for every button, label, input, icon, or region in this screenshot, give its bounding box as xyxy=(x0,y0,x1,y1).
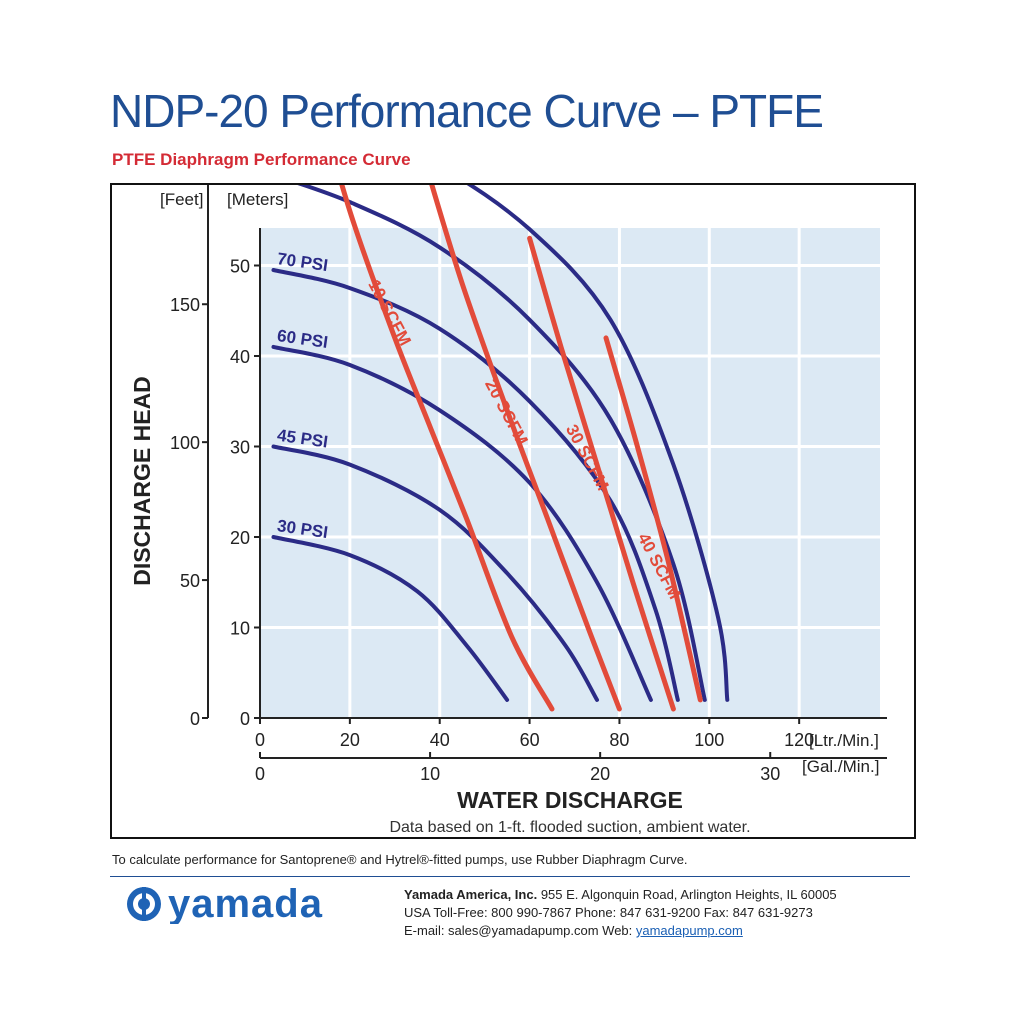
pressure-curve-30-psi xyxy=(271,535,510,702)
x-tick-label-gpm: 30 xyxy=(760,764,780,784)
yamada-logo: yamada xyxy=(127,884,323,924)
company-address: 955 E. Algonquin Road, Arlington Heights… xyxy=(537,887,837,902)
x-tick-label-lpm: 40 xyxy=(430,730,450,750)
x-axis-title: WATER DISCHARGE xyxy=(457,787,683,813)
pressure-curve-70-psi xyxy=(271,268,680,702)
page-title: NDP-20 Performance Curve – PTFE xyxy=(110,85,824,137)
y-tick-label-meters: 10 xyxy=(230,619,250,639)
y-tick-label-meters: 30 xyxy=(230,438,250,458)
performance-chart: 050100150200250300[Feet]0102030405060708… xyxy=(129,185,887,836)
y-tick-label-feet: 150 xyxy=(170,295,200,315)
air-curve-20-scfm xyxy=(429,185,622,712)
company-name: Yamada America, Inc. xyxy=(404,887,538,902)
contact-phones: USA Toll-Free: 800 990-7867 Phone: 847 6… xyxy=(404,905,813,920)
pressure-curve-85-psi xyxy=(297,185,707,702)
plot-area xyxy=(260,228,880,718)
x-tick-label-lpm: 60 xyxy=(520,730,540,750)
chart-footnote: Data based on 1-ft. flooded suction, amb… xyxy=(389,819,750,836)
y-unit-feet: [Feet] xyxy=(160,190,203,209)
page-subtitle: PTFE Diaphragm Performance Curve xyxy=(112,150,411,169)
contact-line-3: E-mail: sales@yamadapump.com Web: yamada… xyxy=(404,922,837,940)
x-tick-label-lpm: 100 xyxy=(694,730,724,750)
chart-frame: 050100150200250300[Feet]0102030405060708… xyxy=(110,183,916,839)
y-unit-meters: [Meters] xyxy=(227,190,288,209)
x-tick-label-gpm: 0 xyxy=(255,764,265,784)
contact-line-1: Yamada America, Inc. 955 E. Algonquin Ro… xyxy=(404,886,837,904)
air-curve-30-scfm xyxy=(527,235,676,712)
pressure-curve-60-psi xyxy=(271,344,653,702)
y-tick-label-feet: 0 xyxy=(190,709,200,729)
x-tick-label-lpm: 20 xyxy=(340,730,360,750)
contact-email: E-mail: sales@yamadapump.com Web: xyxy=(404,923,636,938)
yamada-logo-icon xyxy=(127,887,161,921)
air-curve-40-scfm xyxy=(603,335,703,703)
y-tick-label-feet: 50 xyxy=(180,571,200,591)
y-axis-title: DISCHARGE HEAD xyxy=(129,376,155,586)
y-tick-label-meters: 40 xyxy=(230,347,250,367)
x-tick-label-lpm: 0 xyxy=(255,730,265,750)
x-unit-lpm: [Ltr./Min.] xyxy=(809,731,879,750)
x-unit-gpm: [Gal./Min.] xyxy=(802,757,879,776)
contact-block: Yamada America, Inc. 955 E. Algonquin Ro… xyxy=(404,886,837,940)
x-tick-label-gpm: 20 xyxy=(590,764,610,784)
footer-note: To calculate performance for Santoprene®… xyxy=(112,852,688,867)
yamada-logo-text: yamada xyxy=(168,884,323,924)
x-tick-label-lpm: 80 xyxy=(609,730,629,750)
air-curve-10-scfm xyxy=(339,185,555,712)
x-tick-label-gpm: 10 xyxy=(420,764,440,784)
y-tick-label-meters: 50 xyxy=(230,257,250,277)
y-tick-label-meters: 60 xyxy=(230,185,250,186)
pressure-curve-100-psi xyxy=(466,185,730,702)
x-tick-label-lpm: 120 xyxy=(784,730,814,750)
footer-divider xyxy=(110,876,910,877)
y-tick-label-meters: 20 xyxy=(230,528,250,548)
y-tick-label-meters: 0 xyxy=(240,709,250,729)
website-link[interactable]: yamadapump.com xyxy=(635,923,743,938)
pressure-curve-45-psi xyxy=(271,444,599,702)
y-tick-label-feet: 100 xyxy=(170,433,200,453)
